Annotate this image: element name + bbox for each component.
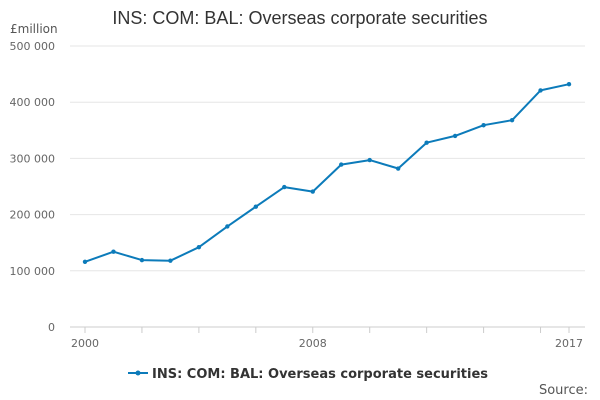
data-point[interactable] (282, 184, 287, 190)
x-tick-label: 2017 (555, 337, 583, 350)
legend[interactable]: INS: COM: BAL: Overseas corporate securi… (128, 367, 488, 382)
data-point[interactable] (82, 259, 88, 265)
data-point[interactable] (111, 249, 116, 254)
source-label: Source: (539, 383, 588, 398)
data-point[interactable] (168, 258, 173, 263)
data-point[interactable] (367, 157, 372, 163)
data-point[interactable] (339, 162, 344, 167)
data-point[interactable] (538, 88, 543, 93)
y-tick-label: 400 000 (10, 96, 56, 109)
data-point[interactable] (310, 189, 315, 194)
y-tick-label: 300 000 (10, 152, 56, 165)
x-tick-label: 2008 (299, 337, 327, 350)
y-tick-label: 0 (48, 321, 55, 334)
legend-label: INS: COM: BAL: Overseas corporate securi… (152, 367, 488, 382)
data-point[interactable] (566, 82, 572, 87)
data-point[interactable] (196, 244, 202, 250)
data-point[interactable] (452, 133, 458, 139)
series-line (84, 83, 570, 263)
data-point[interactable] (424, 140, 429, 145)
y-tick-label: 100 000 (10, 265, 56, 278)
y-tick-label: 500 000 (10, 40, 56, 53)
data-point[interactable] (253, 204, 259, 209)
data-point[interactable] (481, 123, 486, 128)
y-gridlines (70, 45, 585, 272)
x-axis: 2000 2008 2017 (70, 326, 585, 350)
y-unit-label: £million (10, 22, 58, 36)
data-point[interactable] (139, 257, 145, 263)
y-axis: 0 100 000 200 000 300 000 400 000 500 000 (10, 40, 56, 334)
series (82, 82, 572, 265)
y-tick-label: 200 000 (10, 209, 56, 222)
x-tick-label: 2000 (71, 337, 99, 350)
chart-title: INS: COM: BAL: Overseas corporate securi… (112, 8, 488, 28)
data-point[interactable] (395, 166, 401, 171)
legend-marker (135, 370, 141, 376)
data-point[interactable] (225, 224, 230, 229)
data-point[interactable] (509, 117, 515, 123)
